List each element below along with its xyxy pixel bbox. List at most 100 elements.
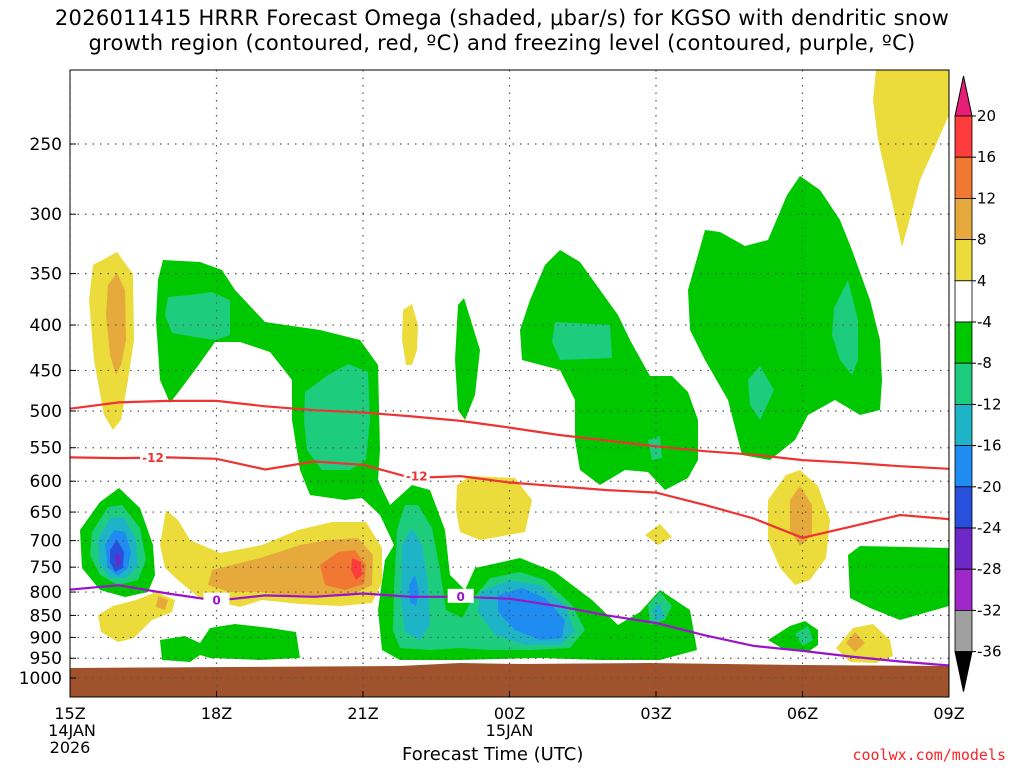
- terrain-fill: [70, 663, 949, 697]
- colorbar-swatch: [954, 445, 973, 488]
- colorbar-swatch: [954, 527, 973, 570]
- y-tick-label: 400: [30, 316, 62, 336]
- colorbar-label: -8: [977, 354, 992, 372]
- dgz-contour-label: -12: [142, 451, 164, 465]
- colorbar-swatch: [954, 362, 973, 405]
- omega-positive-8-fill: [846, 632, 865, 652]
- y-tick-label: 750: [30, 558, 62, 578]
- omega-negative-4-fill: [455, 298, 480, 420]
- omega-negative-8-fill: [748, 366, 774, 420]
- colorbar-swatch: [954, 280, 973, 323]
- omega-positive-8-fill: [156, 596, 168, 610]
- colorbar-swatch: [954, 610, 973, 653]
- contour-label-bg: [447, 588, 474, 603]
- omega-negative-8-fill: [165, 292, 230, 340]
- omega-positive-16-fill: [351, 558, 362, 580]
- colorbar-label: 16: [977, 148, 996, 166]
- colorbar-swatch: [954, 115, 973, 158]
- omega-positive-8-fill: [106, 273, 126, 375]
- contour-line: [70, 456, 949, 539]
- omega-negative-4-fill: [156, 260, 697, 660]
- colorbar-label: -16: [977, 437, 1002, 455]
- colorbar-swatch: [954, 486, 973, 529]
- omega-negative-16-fill: [498, 588, 565, 640]
- omega-positive-4-fill: [98, 592, 175, 642]
- colorbar-swatch: [954, 156, 973, 199]
- freezing-contour-label: 0: [212, 594, 220, 608]
- x-tick-label: 15Z: [54, 704, 85, 723]
- colorbar-label: -28: [977, 560, 1002, 578]
- contour-label-bg: [140, 450, 167, 465]
- x-tick-label: 06Z: [787, 704, 818, 723]
- omega-negative-8-fill: [795, 626, 813, 646]
- colorbar-bottom-arrow: [954, 651, 973, 692]
- y-tick-label: 950: [30, 649, 62, 669]
- y-tick-label: 650: [30, 503, 62, 523]
- y-tick-label: 900: [30, 628, 62, 648]
- y-tick-label: 600: [30, 472, 62, 492]
- omega-negative-4-fill: [520, 250, 698, 490]
- contour-label-bg: [403, 468, 430, 483]
- y-tick-label: 550: [30, 439, 62, 459]
- x-tick-label: 21Z: [347, 704, 378, 723]
- y-tick-label: 850: [30, 606, 62, 626]
- omega-negative-8-fill: [832, 280, 858, 375]
- colorbar-top-arrow: [954, 75, 973, 117]
- colorbar-swatch: [954, 321, 973, 364]
- x-tick-label: 03Z: [640, 704, 671, 723]
- omega-negative-8-fill: [552, 322, 612, 360]
- plot-area: -12 -12 0 0: [70, 70, 949, 697]
- y-tick-label: 450: [30, 361, 62, 381]
- y-tick-label: 700: [30, 532, 62, 552]
- colorbar-label: -20: [977, 478, 1002, 496]
- x-tick-label: 00Z: [494, 704, 525, 723]
- colorbar-swatch: [954, 568, 973, 611]
- colorbar-label: 8: [977, 231, 987, 249]
- omega-negative-24-fill: [115, 553, 121, 566]
- contour-line: [70, 399, 949, 470]
- x-tick-year-label: 2026: [50, 738, 91, 757]
- x-tick-date-label: 15JAN: [486, 721, 534, 740]
- y-tick-label: 350: [30, 265, 62, 285]
- omega-negative-16-fill: [409, 575, 419, 606]
- chart-title-line1: 2026011415 HRRR Forecast Omega (shaded, …: [54, 6, 950, 30]
- omega-negative-8-fill: [304, 364, 370, 470]
- y-axis: 2503003504004505005506006507007508008509…: [19, 135, 76, 689]
- y-tick-label: 250: [30, 135, 62, 155]
- contour-layer: -12 -12 0 0: [70, 399, 949, 667]
- omega-positive-4-fill: [402, 304, 418, 365]
- colorbar-swatch: [954, 239, 973, 282]
- x-tick-label: 18Z: [201, 704, 232, 723]
- colorbar-label: -36: [977, 643, 1002, 661]
- x-axis-title: Forecast Time (UTC): [402, 744, 584, 765]
- colorbar-label: -32: [977, 601, 1002, 619]
- omega-positive-4-fill: [456, 476, 532, 540]
- colorbar-label: 4: [977, 272, 987, 290]
- chart-title: 2026011415 HRRR Forecast Omega (shaded, …: [0, 6, 1004, 56]
- colorbar-label: -24: [977, 519, 1002, 537]
- colorbar-label: 12: [977, 189, 996, 207]
- dgz-contour-label: -12: [406, 470, 428, 484]
- omega-positive-4-fill: [873, 70, 949, 247]
- omega-negative-12-fill: [652, 603, 664, 621]
- omega-positive-8-fill: [790, 486, 812, 546]
- colorbar-label: 20: [977, 107, 996, 125]
- omega-negative-4-fill: [688, 176, 882, 460]
- colorbar-swatch: [954, 403, 973, 446]
- y-tick-label: 1000: [19, 669, 62, 689]
- omega-negative-4-fill: [848, 546, 949, 620]
- y-tick-label: 500: [30, 402, 62, 422]
- x-tick-date-label: 14JAN: [48, 721, 96, 740]
- colorbar-label: -4: [977, 313, 992, 331]
- colorbar: 20 16 12 8 4 -4 -8 -12 -16 -20 -24 -28 -32 -36: [954, 75, 1002, 692]
- colorbar-label: -12: [977, 395, 1002, 413]
- omega-negative-4-fill: [160, 624, 300, 662]
- y-tick-label: 800: [30, 583, 62, 603]
- freezing-contour-label: 0: [456, 590, 464, 604]
- site-credit[interactable]: coolwx.com/models: [852, 746, 1006, 764]
- y-tick-label: 300: [30, 205, 62, 225]
- colorbar-swatch: [954, 197, 973, 240]
- omega-positive-4-fill: [645, 524, 672, 545]
